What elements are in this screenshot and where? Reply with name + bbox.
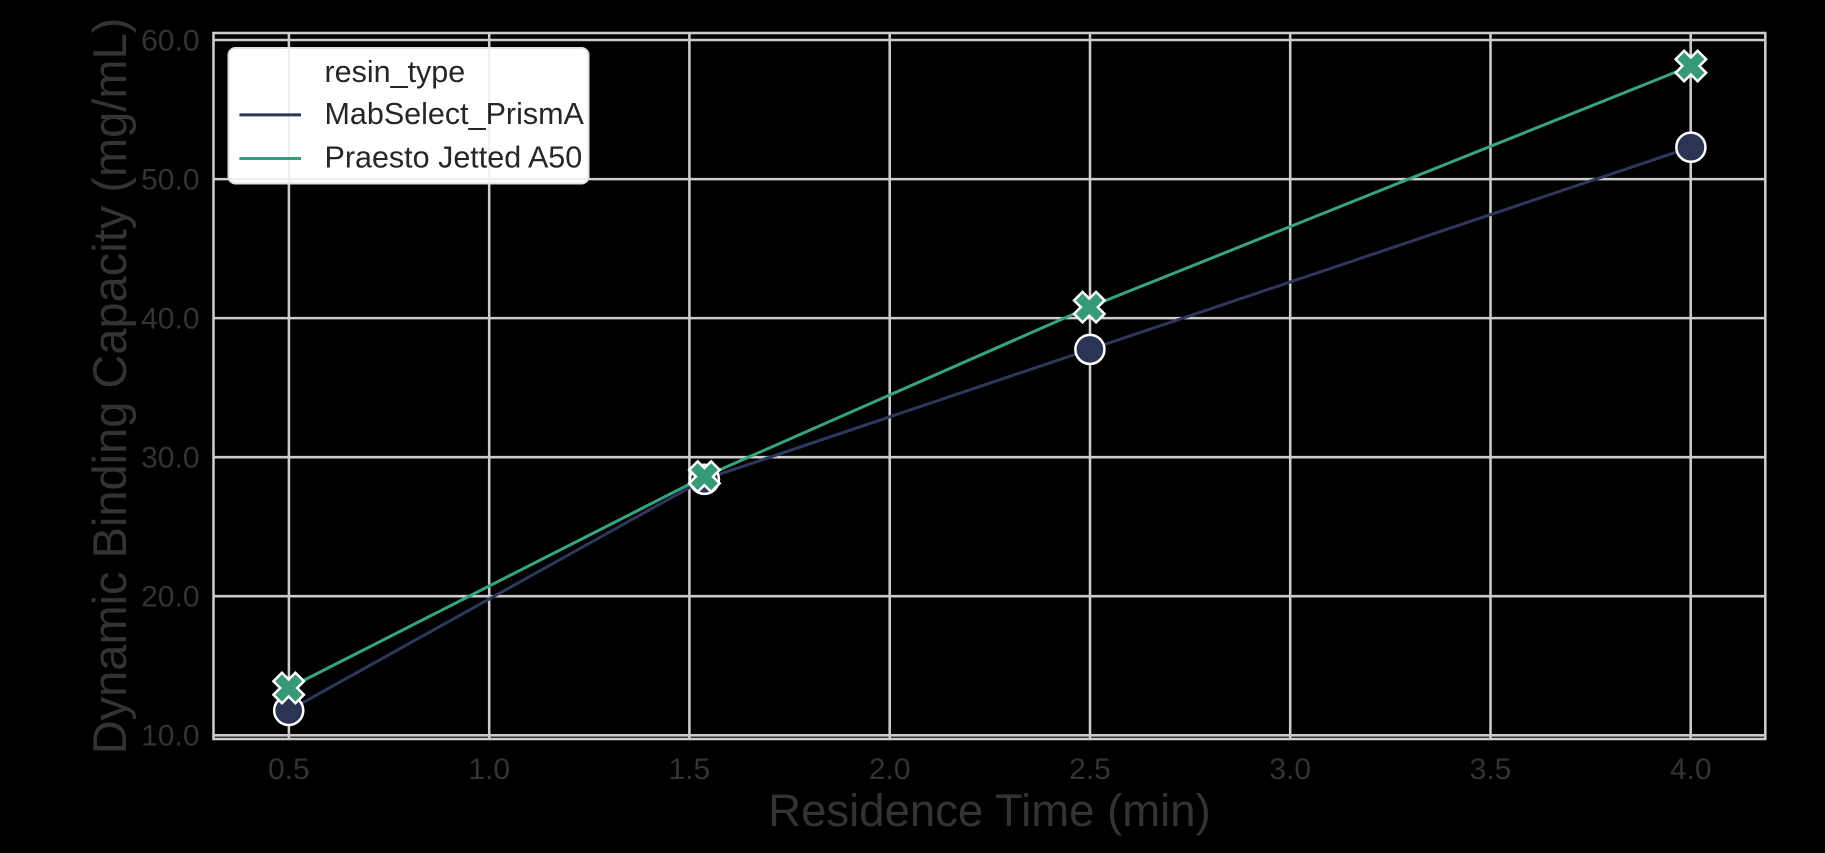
svg-text:20.0: 20.0 (141, 581, 199, 614)
svg-text:2.0: 2.0 (869, 753, 911, 786)
svg-text:resin_type: resin_type (325, 55, 466, 89)
svg-text:Praesto Jetted A50: Praesto Jetted A50 (325, 141, 583, 175)
svg-text:3.0: 3.0 (1269, 753, 1311, 786)
svg-text:Dynamic Binding Capacity (mg/m: Dynamic Binding Capacity (mg/mL) (83, 18, 136, 755)
svg-text:10.0: 10.0 (141, 720, 199, 753)
svg-text:1.0: 1.0 (468, 753, 510, 786)
svg-text:3.5: 3.5 (1470, 753, 1512, 786)
svg-text:2.5: 2.5 (1069, 753, 1111, 786)
svg-text:60.0: 60.0 (141, 24, 199, 57)
svg-text:50.0: 50.0 (141, 164, 199, 197)
svg-text:0.5: 0.5 (268, 753, 310, 786)
svg-text:Residence Time (min): Residence Time (min) (768, 785, 1211, 836)
svg-text:40.0: 40.0 (141, 303, 199, 336)
svg-text:MabSelect_PrismA: MabSelect_PrismA (325, 97, 585, 131)
svg-text:4.0: 4.0 (1670, 753, 1712, 786)
svg-text:30.0: 30.0 (141, 442, 199, 475)
svg-text:1.5: 1.5 (669, 753, 711, 786)
